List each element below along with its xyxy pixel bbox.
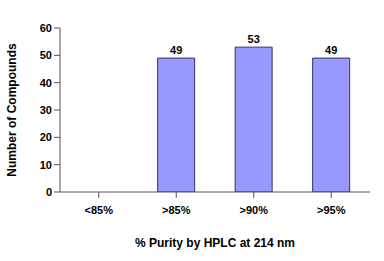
svg-text:10: 10 — [40, 159, 52, 171]
svg-text:50: 50 — [40, 49, 52, 61]
svg-text:>85%: >85% — [162, 204, 191, 216]
svg-text:49: 49 — [325, 44, 337, 56]
svg-text:% Purity by HPLC at 214 nm: % Purity by HPLC at 214 nm — [135, 236, 295, 250]
svg-text:20: 20 — [40, 131, 52, 143]
svg-text:60: 60 — [40, 22, 52, 34]
svg-text:40: 40 — [40, 77, 52, 89]
svg-text:49: 49 — [170, 44, 182, 56]
svg-text:>90%: >90% — [240, 204, 269, 216]
svg-text:>95%: >95% — [317, 204, 346, 216]
svg-text:53: 53 — [248, 33, 260, 45]
svg-text:Number of Compounds: Number of Compounds — [8, 43, 19, 177]
svg-text:30: 30 — [40, 104, 52, 116]
svg-text:0: 0 — [46, 186, 52, 198]
svg-text:<85%: <85% — [85, 204, 114, 216]
